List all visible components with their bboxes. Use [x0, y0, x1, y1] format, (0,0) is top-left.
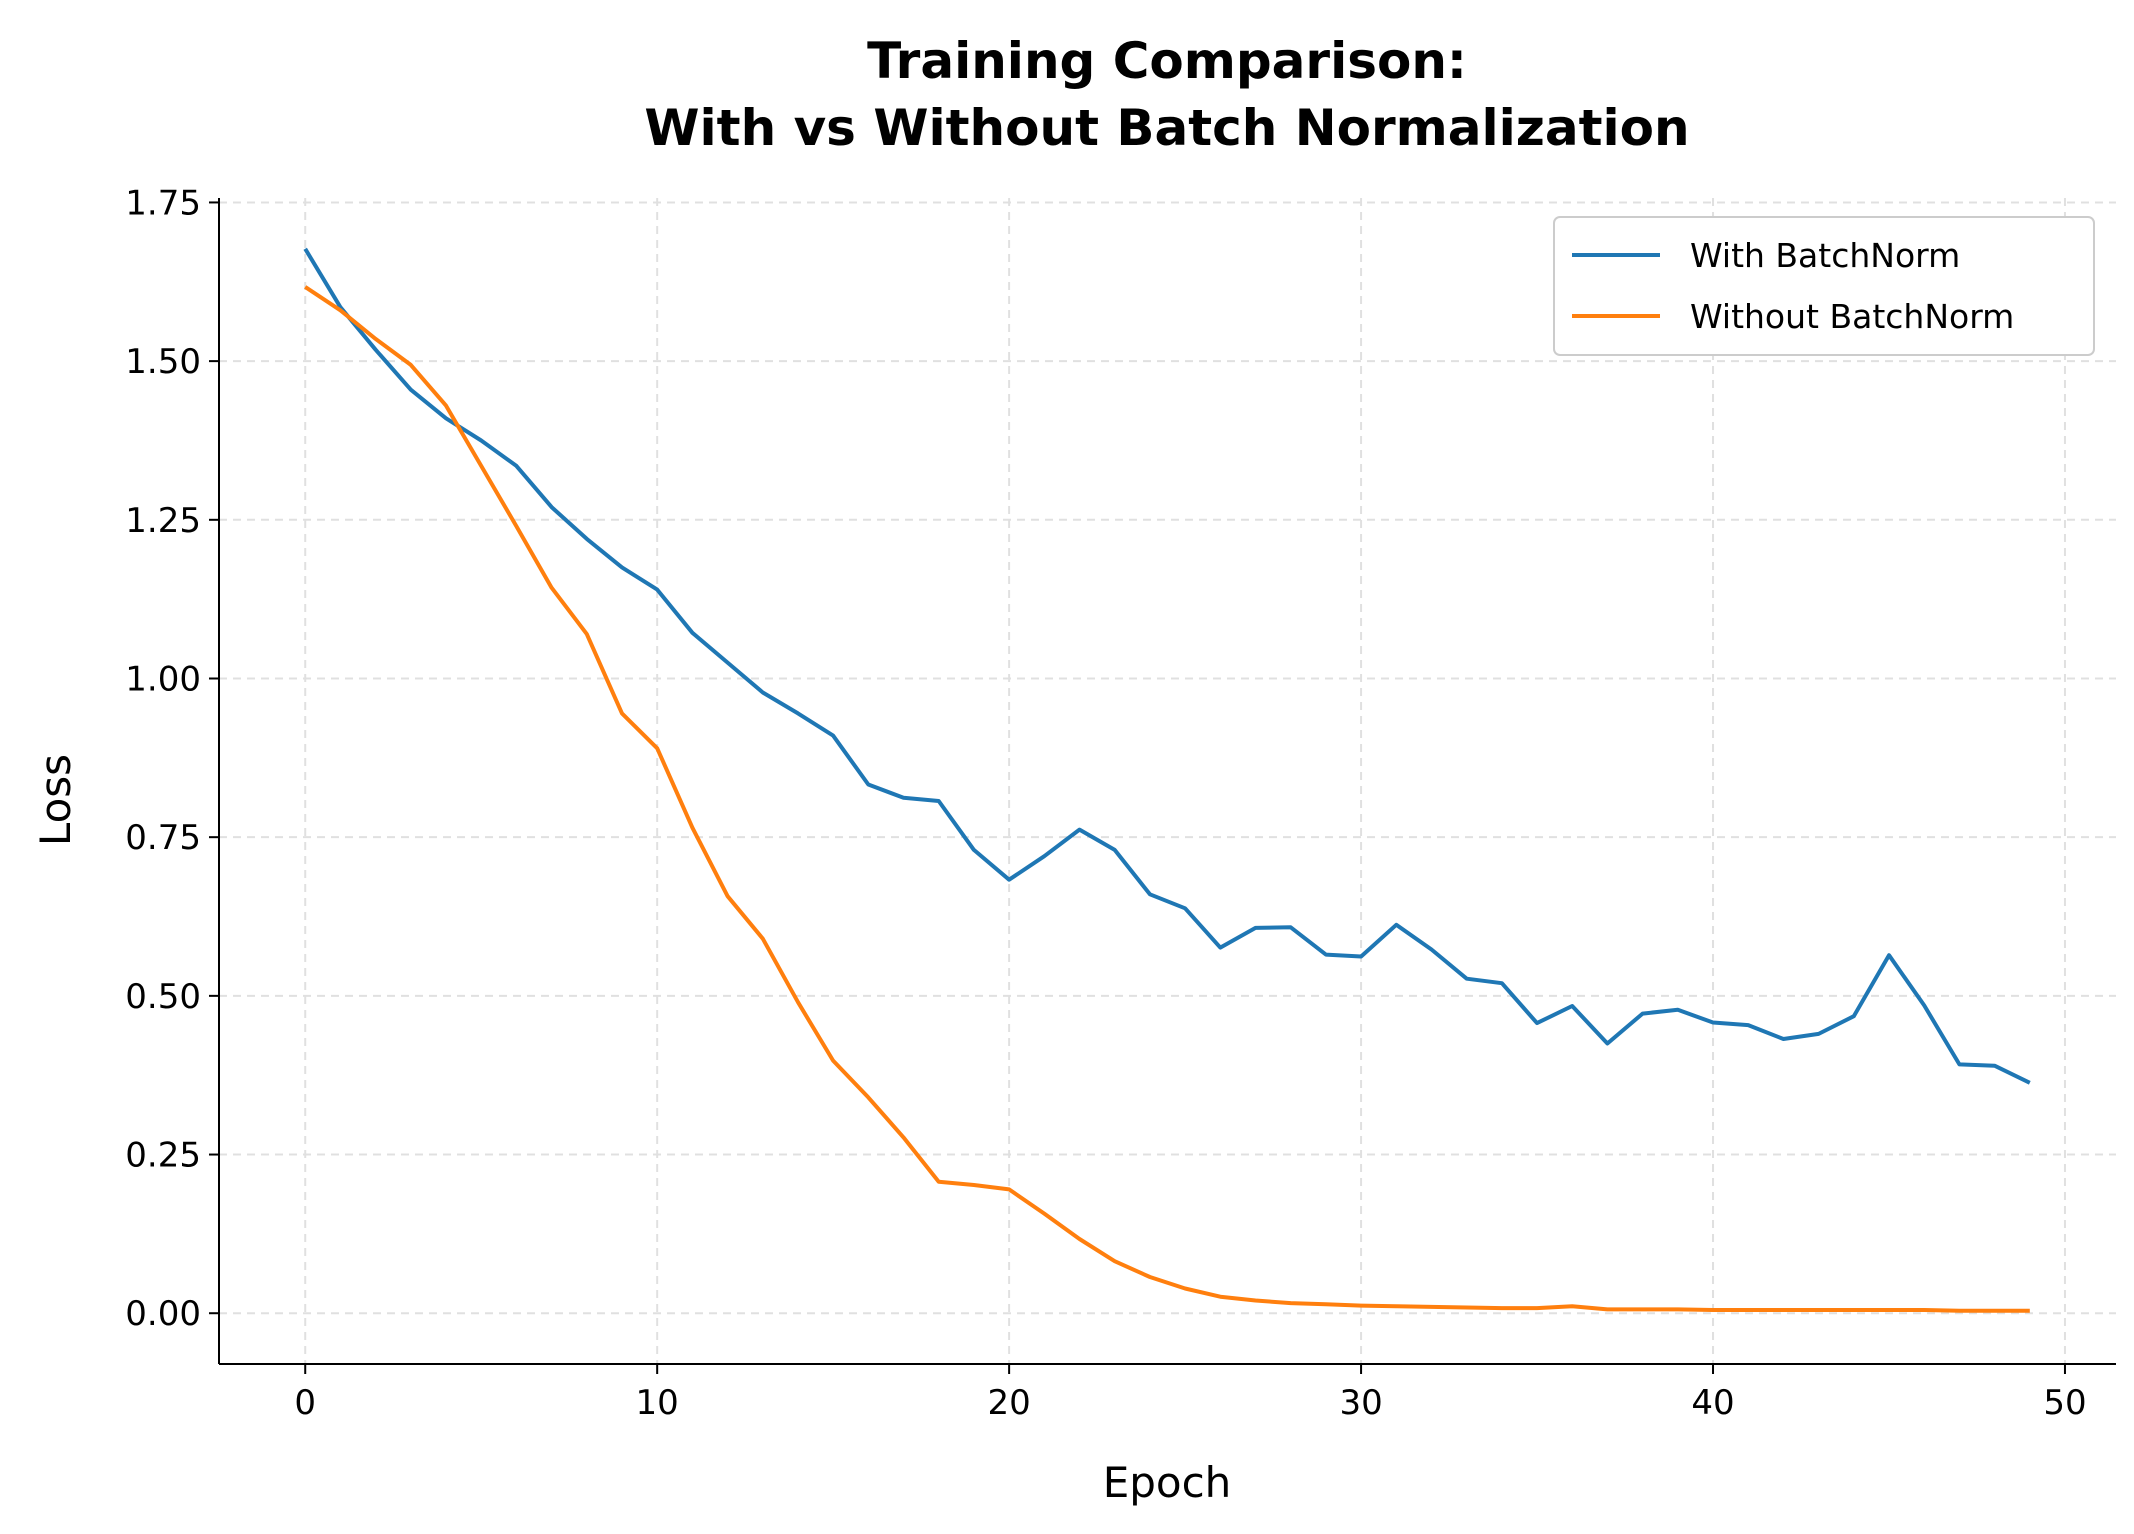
y-tick-label: 1.75	[125, 183, 201, 223]
chart-title-line-1: Training Comparison:	[867, 32, 1467, 90]
y-tick-label: 0.25	[125, 1136, 201, 1176]
y-tick-label: 1.25	[125, 501, 201, 541]
x-tick-label: 50	[2043, 1383, 2086, 1423]
series-line-without-batchnorm	[304, 285, 2030, 1313]
series-line-with-batchnorm	[303, 247, 2031, 1085]
y-tick-label: 1.00	[125, 659, 201, 699]
series-lines	[303, 247, 2031, 1313]
legend: With BatchNorm Without BatchNorm	[1553, 216, 2095, 356]
y-tick-label: 1.50	[125, 342, 201, 382]
grid	[219, 198, 2116, 1364]
ticks: 0 10 20 30 40 50 0.00 0.25 0.50 0.75 1.00 1.25 1.50 1…	[125, 183, 2086, 1423]
x-tick-label: 40	[1691, 1383, 1734, 1423]
legend-label-without-batchnorm: Without BatchNorm	[1690, 297, 2014, 336]
x-tick-label: 30	[1339, 1383, 1382, 1423]
x-tick-label: 10	[636, 1383, 679, 1423]
x-tick-label: 0	[294, 1383, 316, 1423]
x-axis-label: Epoch	[1103, 1458, 1232, 1507]
x-tick-label: 20	[987, 1383, 1030, 1423]
legend-label-with-batchnorm: With BatchNorm	[1690, 236, 1960, 275]
y-axis-label: Loss	[31, 754, 80, 846]
chart-title-line-2: With vs Without Batch Normalization	[644, 99, 1689, 157]
y-tick-label: 0.75	[125, 818, 201, 858]
y-tick-label: 0.00	[125, 1294, 201, 1334]
legend-box	[1553, 216, 2095, 356]
y-tick-label: 0.50	[125, 977, 201, 1017]
